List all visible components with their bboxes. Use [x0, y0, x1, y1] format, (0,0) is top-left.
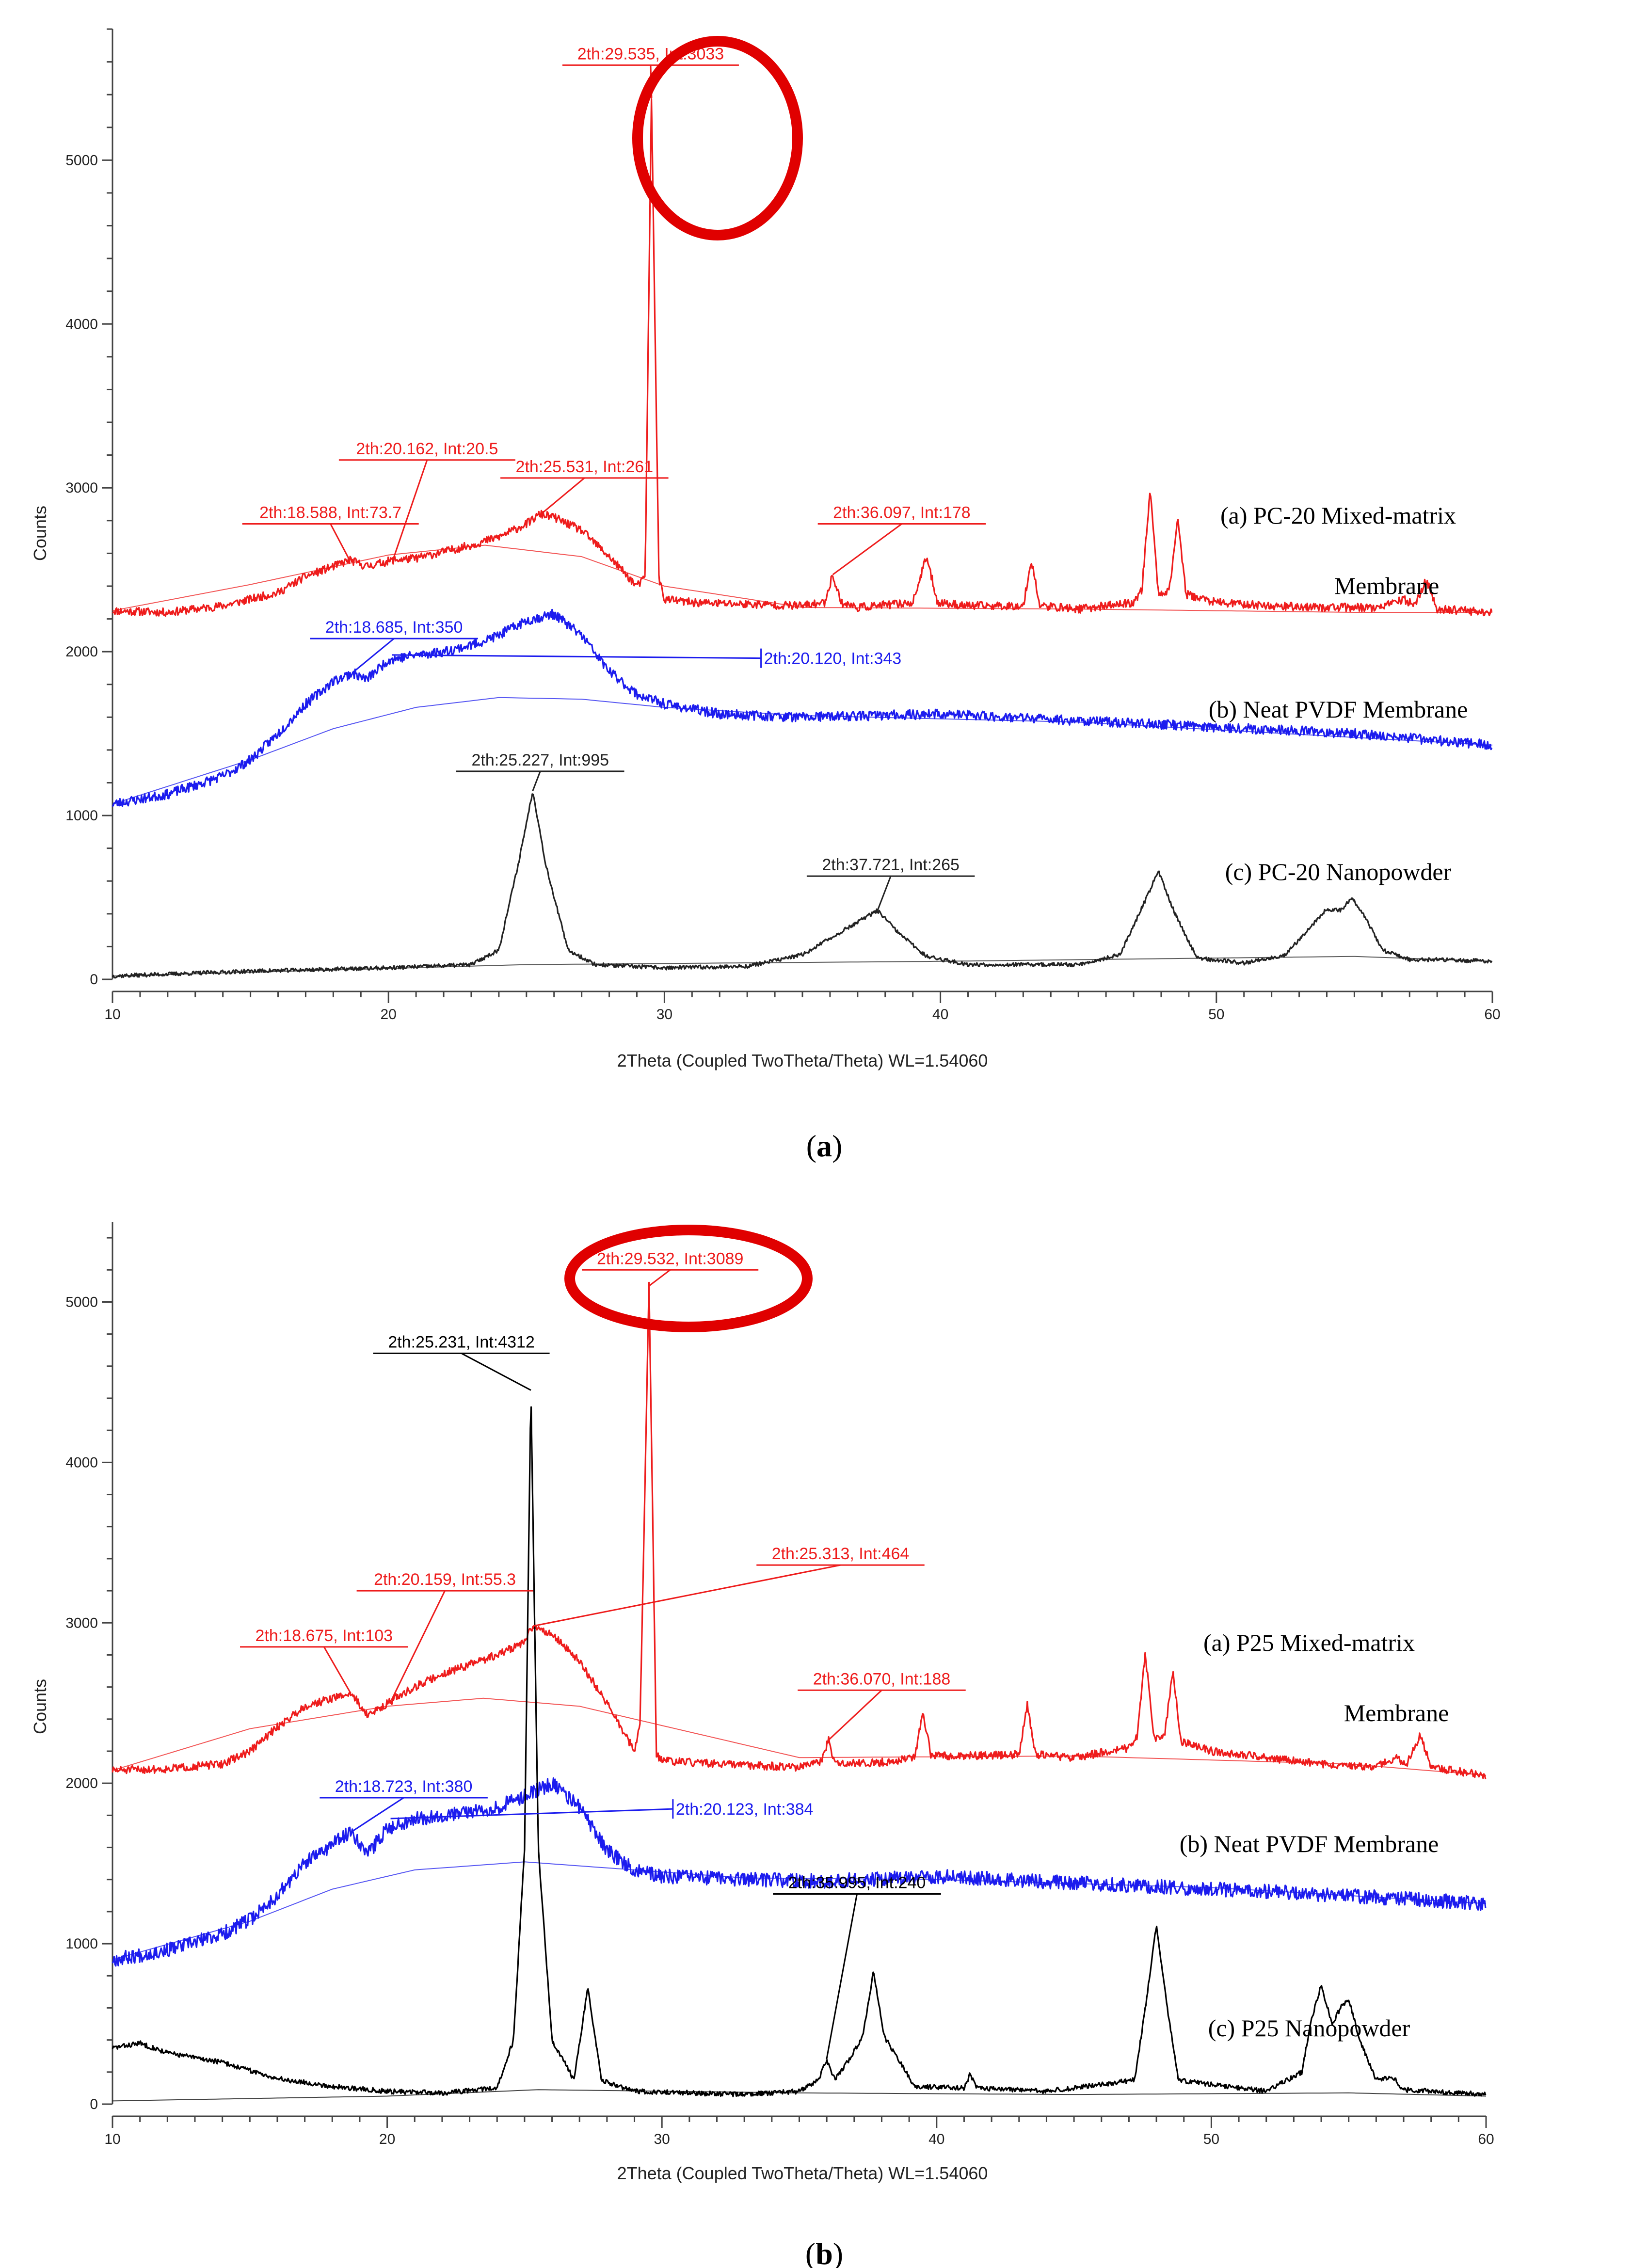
panel-b-peak-label: 2th:20.159, Int:55.3 [374, 1570, 516, 1589]
panel-a-peak-annotation: 2th:18.685, Int:350 [310, 618, 478, 674]
panel-a-peak-annotation: 2th:18.588, Int:73.7 [242, 504, 419, 560]
panel-b-peak-label: 2th:25.231, Int:4312 [388, 1333, 534, 1351]
panel-b-y-tick-label: 5000 [65, 1294, 98, 1310]
panel-b-legend-a: (a) P25 Mixed-matrix [1203, 1629, 1415, 1656]
panel-b-peak-label: 2th:35.995, Int:240 [788, 1874, 926, 1892]
panel-a-y-axis-title: Counts [30, 506, 50, 561]
panel-b-x-axis-title: 2Theta (Coupled TwoTheta/Theta) WL=1.540… [617, 2163, 988, 2183]
panel-a-peak-label: 2th:36.097, Int:178 [833, 504, 971, 522]
panel-a-legend-a-line2: Membrane [1334, 572, 1440, 599]
panel-b-peak-annotation: 2th:36.070, Int:188 [798, 1670, 966, 1741]
panel-a-highlight-circle [632, 36, 803, 240]
panel-a-peak-label: 2th:37.721, Int:265 [822, 856, 960, 874]
panel-a-peak-annotation: 2th:36.097, Int:178 [817, 504, 986, 575]
panel-a-series-b-line [112, 608, 1493, 807]
panel-b-peak-annotation: 2th:18.675, Int:103 [240, 1627, 408, 1694]
panel-a-ticks: 0 1000 2000 3000 4000 5000 10 20 30 40 50 60 [65, 28, 1501, 1022]
panel-a-peak-label: 2th:20.120, Int:343 [764, 650, 902, 668]
panel-a-peak-label: 2th:20.162, Int:20.5 [356, 440, 498, 458]
panel-a-series-c-line [112, 793, 1493, 979]
panel-b-peak-annotation: 2th:35.995, Int:240 [773, 1874, 941, 2060]
panel-a-peak-label: 2th:18.685, Int:350 [325, 618, 463, 637]
panel-a-data [112, 98, 1493, 979]
panel-b-y-tick-label: 2000 [65, 1775, 98, 1791]
panel-a-caption-letter: a [816, 1129, 832, 1163]
panel-b-x-tick-label: 10 [104, 2131, 120, 2147]
panel-a-x-axis-title: 2Theta (Coupled TwoTheta/Theta) WL=1.540… [617, 1051, 988, 1070]
panel-b-y-tick-label: 0 [90, 2096, 98, 2112]
panel-b-series-a-line [112, 1281, 1487, 1779]
panel-a-peak-annotation: 2th:20.120, Int:343 [392, 648, 902, 668]
panel-a-x-tick-label: 30 [656, 1006, 672, 1022]
panel-b-series-a-background [112, 1697, 1487, 1776]
panel-a-x-tick-label: 50 [1208, 1006, 1224, 1022]
panel-b-caption: (b) [805, 2236, 843, 2268]
panel-a-annotations: (a) PC-20 Mixed-matrix Membrane 2th:18.588… [242, 45, 1468, 911]
panel-b-data [112, 1281, 1487, 2102]
panel-a-legend-b: (b) Neat PVDF Membrane [1209, 696, 1468, 723]
panel-b-x-tick-label: 50 [1203, 2131, 1219, 2147]
panel-b-x-tick-label: 30 [654, 2131, 670, 2147]
panel-a-x-tick-label: 10 [104, 1006, 120, 1022]
panel-b-y-axis-title: Counts [30, 1679, 50, 1734]
panel-a-legend-c: (c) PC-20 Nanopowder [1225, 858, 1452, 885]
panel-b-peak-annotation: 2th:25.231, Int:4312 [373, 1333, 550, 1391]
panel-b-ticks: 0 1000 2000 3000 4000 5000 10 20 30 40 50 60 [65, 1222, 1494, 2147]
panel-a-peak-annotation: 2th:25.227, Int:995 [456, 751, 624, 791]
panel-a-series-c-background [112, 956, 1493, 977]
panel-a-y-tick-label: 2000 [65, 644, 98, 660]
panel-b-peak-annotation: 2th:20.159, Int:55.3 [356, 1570, 533, 1700]
panel-b-peak-label: 2th:18.675, Int:103 [255, 1627, 393, 1645]
panel-b-y-tick-label: 1000 [65, 1936, 98, 1952]
panel-b-peak-label: 2th:20.123, Int:384 [676, 1800, 814, 1819]
panel-b-peak-annotation: 2th:18.723, Int:380 [320, 1777, 488, 1832]
panel-b-y-tick-label: 3000 [65, 1615, 98, 1631]
panel-a-peak-annotation: 2th:25.531, Int:261 [500, 458, 669, 515]
panel-b-annotations: (a) P25 Mixed-matrix Membrane 2th:18.675, … [240, 1249, 1449, 2060]
panel-b-series-c-line [112, 1406, 1487, 2097]
panel-b-legend-b: (b) Neat PVDF Membrane [1180, 1830, 1439, 1857]
panel-b-x-tick-label: 20 [379, 2131, 395, 2147]
panel-b-y-tick-label: 4000 [65, 1454, 98, 1470]
panel-b-peak-annotation: 2th:20.123, Int:384 [390, 1799, 814, 1820]
panel-a-series-a-line [112, 98, 1493, 617]
panel-a-x-tick-label: 60 [1484, 1006, 1500, 1022]
panel-b-peak-label: 2th:36.070, Int:188 [813, 1670, 951, 1688]
panel-a-y-tick-label: 4000 [65, 316, 98, 332]
panel-b-caption-letter: b [816, 2236, 833, 2268]
panel-a-y-tick-label: 0 [90, 972, 98, 988]
panel-b-series-b-line [112, 1777, 1487, 1967]
panel-b-x-tick-label: 40 [928, 2131, 944, 2147]
panel-b-peak-annotation: 2th:25.313, Int:464 [533, 1545, 925, 1627]
panel-a-peak-label: 2th:25.227, Int:995 [471, 751, 609, 769]
panel-b-peak-label: 2th:29.532, Int:3089 [597, 1249, 743, 1268]
panel-b-legend-c: (c) P25 Nanopowder [1208, 2014, 1410, 2042]
panel-a-peak-annotation: 2th:37.721, Int:265 [806, 856, 975, 911]
panel-b-series-c-background [112, 2089, 1487, 2102]
panel-a-peak-label: 2th:25.531, Int:261 [516, 458, 654, 476]
panel-a-x-tick-label: 40 [932, 1006, 948, 1022]
panel-b-peak-annotation: 2th:29.532, Int:3089 [582, 1249, 759, 1287]
panel-b-peak-label: 2th:25.313, Int:464 [772, 1545, 910, 1563]
panel-a-y-tick-label: 3000 [65, 480, 98, 496]
panel-b: 0 1000 2000 3000 4000 5000 10 20 30 40 50 60 (a) P2… [30, 1222, 1494, 2268]
panel-b-highlight-circle [564, 1225, 813, 1332]
panel-a-legend-a: (a) PC-20 Mixed-matrix [1220, 502, 1456, 529]
panel-b-legend-a-line2: Membrane [1344, 1699, 1449, 1726]
panel-a-y-tick-label: 1000 [65, 808, 98, 824]
panel-a-peak-annotation: 2th:20.162, Int:20.5 [338, 440, 515, 560]
panel-a-caption: (a) [806, 1129, 843, 1163]
panel-a: 0 1000 2000 3000 4000 5000 10 20 30 40 50 60 (a) PC… [30, 28, 1501, 1163]
panel-a-x-tick-label: 20 [381, 1006, 397, 1022]
panel-b-x-tick-label: 60 [1478, 2131, 1494, 2147]
panel-a-y-tick-label: 5000 [65, 152, 98, 168]
panel-b-peak-label: 2th:18.723, Int:380 [335, 1777, 473, 1796]
panel-a-peak-label: 2th:18.588, Int:73.7 [259, 504, 401, 522]
